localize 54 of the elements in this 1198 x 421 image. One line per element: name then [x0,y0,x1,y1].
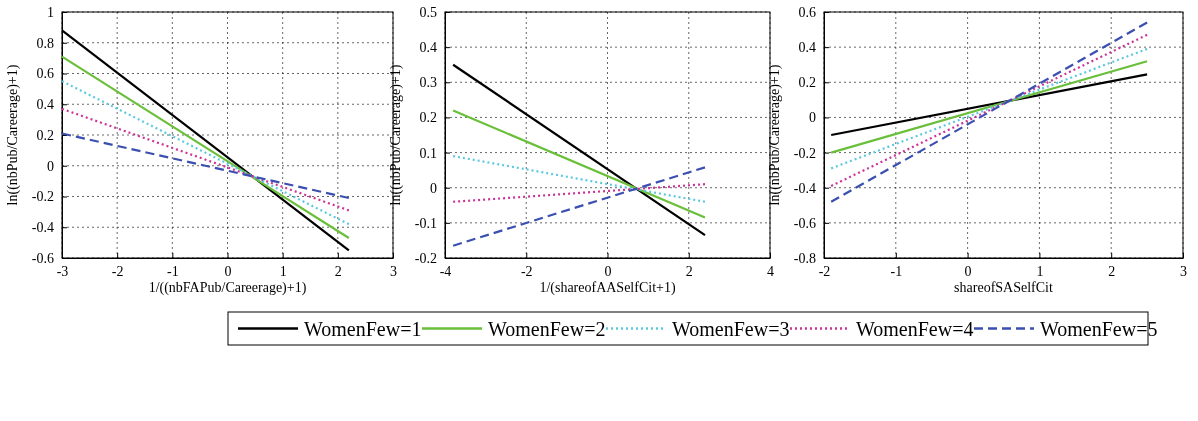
y-tick-label: 0 [430,180,437,196]
x-tick-label: 4 [767,263,774,279]
y-tick-label: 0.4 [36,97,54,113]
y-tick-label: 0.4 [419,40,437,56]
x-tick-label: 1 [1036,263,1044,279]
x-tick-label: -1 [167,263,179,279]
x-tick-label: -2 [111,263,124,279]
y-axis-title: ln((nbPub/Careerage)+1) [388,64,404,206]
y-tick-label: 0.2 [419,110,437,126]
y-tick-label: 1 [47,4,54,20]
y-tick-label: 0.2 [798,75,816,91]
y-tick-label: 0.6 [36,66,54,82]
x-tick-label: 2 [685,263,693,279]
y-tick-label: -0.8 [793,250,816,266]
y-tick-label: -0.1 [414,215,437,231]
legend-label: WomenFew=2 [488,317,606,340]
legend-label: WomenFew=5 [1040,317,1158,340]
legend-label: WomenFew=3 [672,317,790,340]
x-tick-label: 0 [224,263,232,279]
y-axis-title: ln((nbPub/Careerage)+1) [767,64,783,206]
y-tick-label: -0.6 [793,215,816,231]
y-tick-label: 0.4 [798,40,816,56]
x-tick-label: -4 [439,263,452,279]
y-tick-label: 0.6 [798,4,816,20]
y-tick-label: 0.3 [419,75,437,91]
x-tick-label: 2 [1108,263,1116,279]
x-tick-label: -2 [520,263,533,279]
x-tick-label: -1 [890,263,903,279]
x-tick-label: 3 [390,263,397,279]
x-tick-label: 3 [1180,263,1187,279]
y-tick-label: -0.4 [793,180,816,196]
y-tick-label: 0.1 [419,145,437,161]
y-tick-label: -0.2 [31,189,54,205]
y-tick-label: 0.5 [419,4,437,20]
x-tick-label: 2 [334,263,342,279]
x-tick-label: 0 [604,263,612,279]
y-tick-label: 0.8 [36,35,54,51]
x-axis-title: 1/((nbFAPub/Careerage)+1) [148,280,307,296]
x-tick-label: -2 [818,263,831,279]
x-tick-label: -3 [56,263,69,279]
x-axis-title: 1/(shareofAASelfCit+1) [539,280,676,296]
y-tick-label: -0.2 [414,250,437,266]
y-tick-label: 0.2 [36,127,54,143]
legend-label: WomenFew=4 [856,317,974,340]
x-tick-label: 1 [279,263,287,279]
legend-label: WomenFew=1 [304,317,422,340]
y-tick-label: 0 [809,110,816,126]
y-tick-label: -0.2 [793,145,816,161]
y-tick-label: -0.6 [31,250,54,266]
y-tick-label: 0 [47,158,54,174]
y-axis-title: ln((nbPub/Careerage)+1) [5,64,21,206]
x-axis-title: shareofSASelfCit [954,280,1053,295]
x-tick-label: 0 [964,263,972,279]
y-tick-label: -0.4 [31,220,54,236]
